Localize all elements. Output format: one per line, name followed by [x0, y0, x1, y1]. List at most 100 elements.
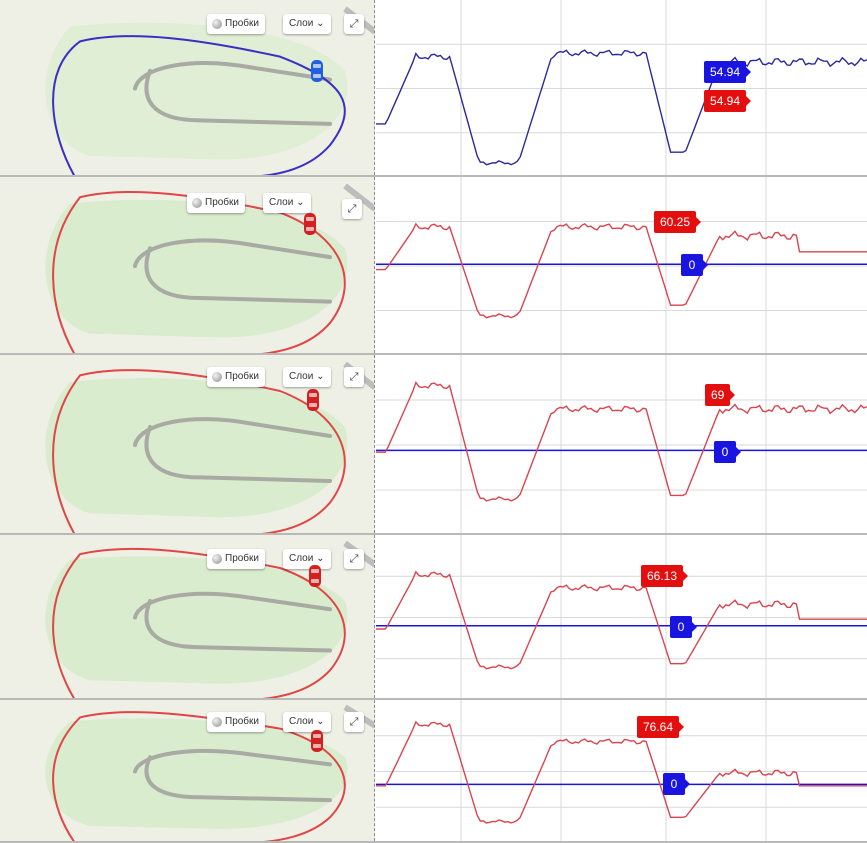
traffic-button[interactable]: Пробки	[207, 549, 265, 569]
speed-tag-red: 69	[705, 384, 736, 406]
traffic-light-icon	[212, 717, 222, 727]
speed-tag-red: 54.94	[704, 90, 752, 112]
car-marker-icon	[311, 730, 323, 752]
speed-chart-canvas	[376, 177, 867, 353]
car-marker-icon	[304, 213, 316, 235]
speed-chart[interactable]	[376, 177, 867, 353]
traffic-button-label: Пробки	[225, 371, 259, 382]
driven-route	[52, 191, 346, 353]
car-windshield	[313, 64, 321, 68]
expand-glyph: ⤢	[349, 553, 359, 565]
expand-arrows-icon[interactable]: ⤢	[344, 367, 364, 387]
route-map[interactable]: Пробки Слои ⌄ ⤢	[0, 700, 375, 841]
speed-line	[376, 381, 867, 502]
speed-chart[interactable]	[376, 535, 867, 698]
traffic-button[interactable]: Пробки	[207, 367, 265, 387]
chevron-down-icon: ⌄	[316, 18, 325, 29]
speed-tag-value: 69	[711, 388, 725, 402]
layers-dropdown[interactable]: Слои ⌄	[283, 367, 331, 387]
layers-dropdown-label: Слои	[289, 716, 317, 727]
traffic-light-icon	[212, 19, 222, 29]
traffic-button-label: Пробки	[225, 553, 259, 564]
expand-arrows-icon[interactable]: ⤢	[342, 199, 362, 219]
traffic-button[interactable]: Пробки	[207, 712, 265, 732]
car-rear-window	[306, 227, 314, 231]
layers-dropdown[interactable]: Слои ⌄	[283, 14, 331, 34]
expand-glyph: ⤢	[349, 371, 359, 383]
chevron-down-icon: ⌄	[296, 197, 305, 208]
park-area	[45, 22, 348, 160]
chevron-down-icon: ⌄	[316, 716, 325, 727]
speed-tag-value: 66.13	[647, 569, 678, 583]
route-map[interactable]: Пробки Слои ⌄ ⤢	[0, 355, 375, 533]
expand-glyph: ⤢	[349, 716, 359, 728]
speed-chart-canvas	[376, 700, 867, 841]
traffic-button[interactable]: Пробки	[187, 193, 245, 213]
panel-row: Пробки Слои ⌄ ⤢ 66.13 0	[0, 535, 867, 700]
map-canvas	[0, 535, 374, 698]
route-map[interactable]: Пробки Слои ⌄ ⤢	[0, 0, 375, 175]
route-map[interactable]: Пробки Слои ⌄ ⤢	[0, 177, 375, 353]
speed-tag-red: 60.25	[654, 211, 702, 233]
panel-row: Пробки Слои ⌄ ⤢ 76.64 0	[0, 700, 867, 843]
speed-tag-value: 0	[677, 620, 685, 634]
car-windshield	[311, 569, 319, 573]
traffic-light-icon	[192, 198, 202, 208]
chevron-down-icon: ⌄	[316, 371, 325, 382]
layers-dropdown-label: Слои	[289, 553, 317, 564]
car-rear-window	[311, 579, 319, 583]
speed-line	[376, 222, 867, 319]
park-area	[45, 718, 348, 829]
speed-tag-value: 60.25	[660, 215, 691, 229]
speed-tag-blue: 0	[663, 773, 690, 795]
chevron-down-icon: ⌄	[316, 553, 325, 564]
park-area	[45, 199, 348, 338]
speed-tag-value: 54.94	[710, 94, 741, 108]
car-marker-icon	[307, 389, 319, 411]
layers-dropdown[interactable]: Слои ⌄	[283, 549, 331, 569]
expand-arrows-icon[interactable]: ⤢	[344, 549, 364, 569]
car-windshield	[309, 393, 317, 397]
speed-chart[interactable]	[376, 700, 867, 841]
car-windshield	[306, 217, 314, 221]
speed-chart-canvas	[376, 0, 867, 175]
layers-dropdown-label: Слои	[289, 18, 317, 29]
park-area	[45, 556, 348, 684]
speed-tag-value: 0	[688, 258, 696, 272]
speed-tag-value: 0	[670, 777, 678, 791]
speed-chart-canvas	[376, 355, 867, 533]
map-canvas	[0, 0, 374, 175]
panel-row: Пробки Слои ⌄ ⤢ 60.25 0	[0, 177, 867, 355]
expand-arrows-icon[interactable]: ⤢	[344, 14, 364, 34]
inner-track	[133, 748, 332, 803]
expand-arrows-icon[interactable]: ⤢	[344, 712, 364, 732]
traffic-button-label: Пробки	[225, 18, 259, 29]
traffic-button[interactable]: Пробки	[207, 14, 265, 34]
driven-route	[52, 35, 346, 175]
speed-tag-value: 54.94	[710, 65, 741, 79]
speed-line	[376, 49, 867, 166]
layers-dropdown-label: Слои	[269, 197, 297, 208]
traffic-light-icon	[212, 554, 222, 564]
speed-tag-blue: 0	[670, 616, 697, 638]
car-marker-icon	[311, 60, 323, 82]
car-marker-icon	[309, 565, 321, 587]
map-canvas	[0, 355, 374, 533]
speed-chart[interactable]	[376, 355, 867, 533]
layers-dropdown[interactable]: Слои ⌄	[283, 712, 331, 732]
panel-row: Пробки Слои ⌄ ⤢ 54.94 54.94	[0, 0, 867, 177]
layers-dropdown[interactable]: Слои ⌄	[263, 193, 311, 213]
expand-glyph: ⤢	[349, 18, 359, 30]
route-map[interactable]: Пробки Слои ⌄ ⤢	[0, 535, 375, 698]
car-rear-window	[313, 74, 321, 78]
speed-tag-red: 66.13	[641, 565, 689, 587]
expand-glyph: ⤢	[347, 203, 357, 215]
inner-track	[133, 238, 332, 304]
speed-tag-value: 0	[721, 445, 729, 459]
inner-track	[133, 417, 332, 483]
map-canvas	[0, 177, 374, 353]
car-rear-window	[309, 403, 317, 407]
speed-chart[interactable]	[376, 0, 867, 175]
road	[343, 183, 374, 212]
